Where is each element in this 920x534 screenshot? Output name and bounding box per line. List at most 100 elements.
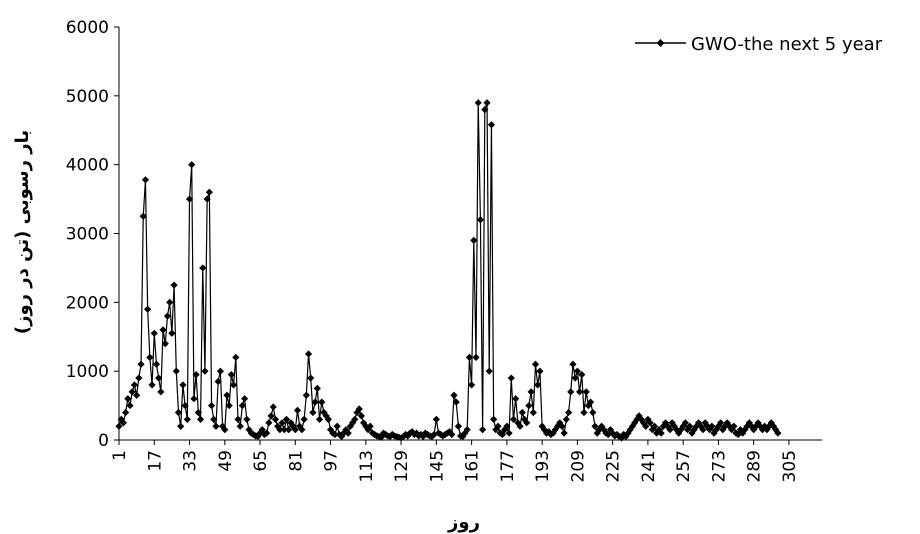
data-point-marker [531, 360, 540, 368]
data-point-marker [122, 408, 130, 417]
x-tick-label: 1 [110, 450, 130, 461]
x-tick-label: 81 [286, 450, 306, 472]
data-point-marker [450, 391, 458, 399]
data-point-marker [364, 426, 372, 434]
data-point-marker [190, 395, 198, 403]
data-point-marker [203, 195, 211, 203]
data-point-marker [562, 415, 570, 423]
data-point-marker [130, 381, 139, 389]
data-point-marker [146, 353, 154, 361]
data-point-marker [357, 412, 366, 420]
x-tick-label: 305 [780, 450, 800, 482]
x-tick-label: 225 [604, 450, 624, 482]
data-point-marker [501, 426, 509, 434]
data-point-marker [465, 353, 473, 361]
data-point-marker [470, 236, 478, 244]
data-point-marker [551, 426, 559, 434]
x-tick-label: 65 [251, 450, 271, 472]
data-point-marker [263, 429, 271, 437]
data-point-marker [653, 429, 661, 437]
data-point-marker [774, 429, 782, 437]
data-point-marker [194, 408, 202, 417]
y-tick-label: 4000 [66, 156, 109, 176]
data-point-marker [556, 419, 564, 427]
data-point-marker [124, 395, 132, 403]
data-point-marker [626, 426, 634, 434]
data-point-marker [567, 388, 575, 396]
x-tick-label: 273 [709, 450, 729, 482]
data-point-marker [181, 401, 189, 410]
data-point-marker [346, 422, 354, 430]
data-point-marker [298, 426, 306, 434]
data-point-marker [192, 371, 200, 379]
data-point-marker [267, 412, 275, 420]
data-point-marker [743, 422, 751, 430]
data-point-marker [717, 419, 725, 427]
data-point-marker [529, 408, 537, 417]
data-point-marker [205, 188, 213, 196]
data-point-marker [631, 419, 639, 427]
data-point-marker [706, 426, 714, 434]
data-point-marker [282, 415, 291, 423]
data-point-marker [582, 388, 590, 396]
x-tick-label: 289 [745, 450, 765, 482]
data-point-marker [747, 422, 756, 430]
x-tick-label: 241 [639, 450, 659, 482]
legend: GWO-the next 5 year [635, 34, 883, 55]
x-tick-label: 257 [674, 450, 694, 482]
data-point-marker [322, 412, 330, 420]
data-point-marker [238, 401, 247, 410]
data-point-marker [620, 430, 628, 439]
data-point-marker [490, 415, 498, 423]
data-point-marker [210, 415, 218, 423]
data-point-marker [159, 326, 167, 334]
data-point-marker [188, 161, 196, 169]
data-point-marker [331, 430, 339, 439]
data-point-marker [505, 429, 513, 437]
data-point-marker [179, 381, 187, 389]
data-point-marker [485, 367, 493, 375]
data-point-marker [595, 426, 604, 434]
data-point-marker [739, 429, 747, 437]
data-point-marker [633, 415, 641, 423]
data-point-marker [472, 353, 480, 361]
data-point-marker [185, 195, 194, 203]
data-point-marker [589, 408, 597, 417]
data-point-marker [285, 426, 293, 434]
y-axis-title: بار رسوبی (تن در روز) [12, 130, 33, 334]
data-point-marker [637, 415, 645, 423]
data-point-marker [657, 429, 665, 437]
data-point-marker [135, 374, 143, 382]
data-point-marker [201, 367, 209, 375]
data-point-marker [668, 419, 676, 427]
data-point-marker [468, 381, 476, 389]
x-tick-label: 193 [533, 450, 553, 482]
data-point-marker [763, 426, 771, 434]
data-point-marker [126, 401, 134, 410]
data-point-marker [463, 426, 471, 434]
data-point-marker [593, 429, 601, 437]
data-point-marker [276, 426, 284, 434]
data-point-marker [558, 422, 566, 430]
data-point-marker [287, 419, 295, 427]
data-point-marker [366, 422, 374, 430]
data-point-marker [230, 381, 238, 389]
data-point-marker [302, 391, 310, 399]
data-point-marker [714, 422, 723, 430]
data-point-marker [721, 422, 729, 430]
data-point-marker [318, 398, 326, 406]
data-point-marker [212, 422, 220, 430]
data-point-marker [183, 415, 191, 423]
data-point-marker [148, 381, 156, 389]
data-point-marker [150, 329, 158, 337]
data-point-marker [349, 419, 357, 427]
data-point-marker [503, 422, 511, 430]
data-point-marker [650, 422, 659, 430]
data-point-marker [569, 360, 577, 368]
data-point-marker [613, 430, 621, 439]
data-point-marker [553, 422, 562, 430]
data-point-marker [479, 426, 487, 434]
x-axis-title: روز [447, 512, 480, 533]
data-point-marker [628, 422, 637, 430]
data-point-marker [234, 415, 242, 423]
